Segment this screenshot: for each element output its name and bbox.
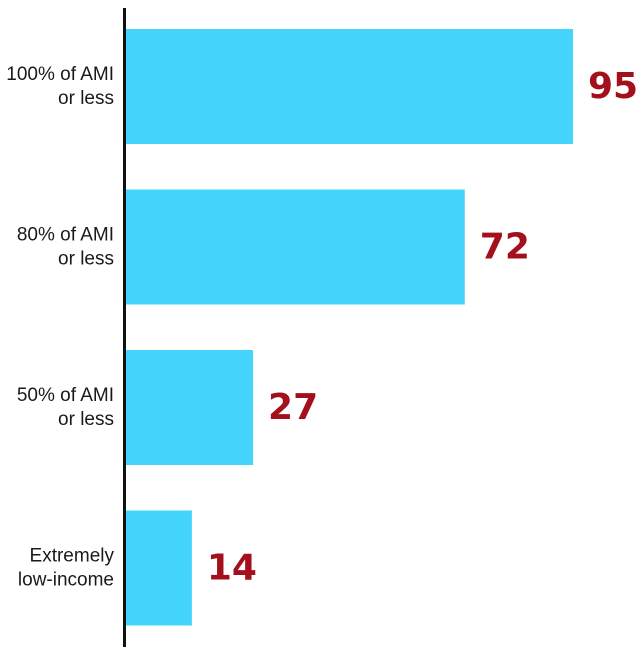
bars-layer: [126, 29, 573, 626]
value-label-100-of-ami-or-less: 95: [588, 66, 638, 107]
bar-extremely-low-income: [126, 510, 192, 626]
category-label-line: low-income: [18, 570, 114, 591]
category-label-line: Extremely: [30, 546, 115, 567]
category-label-100-of-ami-or-less: 100% of AMI or less: [6, 64, 114, 109]
labels-layer: 95 100% of AMI or less 72 80% of AMI or less 2…: [6, 64, 638, 591]
category-label-50-of-ami-or-less: 50% of AMI or less: [17, 385, 114, 430]
category-label-line: or less: [58, 409, 114, 430]
bar-80-of-ami-or-less: [126, 189, 465, 305]
category-label-extremely-low-income: Extremely low-income: [18, 546, 115, 591]
category-label-80-of-ami-or-less: 80% of AMI or less: [17, 225, 114, 270]
bar-50-of-ami-or-less: [126, 350, 254, 465]
value-label-50-of-ami-or-less: 27: [268, 387, 318, 428]
value-label-extremely-low-income: 14: [207, 548, 257, 589]
category-label-line: or less: [58, 88, 114, 109]
category-label-line: 80% of AMI: [17, 225, 114, 246]
bar-100-of-ami-or-less: [126, 29, 573, 144]
category-label-line: 50% of AMI: [17, 385, 114, 406]
category-label-line: or less: [58, 249, 114, 270]
category-label-line: 100% of AMI: [6, 64, 114, 85]
value-label-80-of-ami-or-less: 72: [480, 227, 530, 268]
